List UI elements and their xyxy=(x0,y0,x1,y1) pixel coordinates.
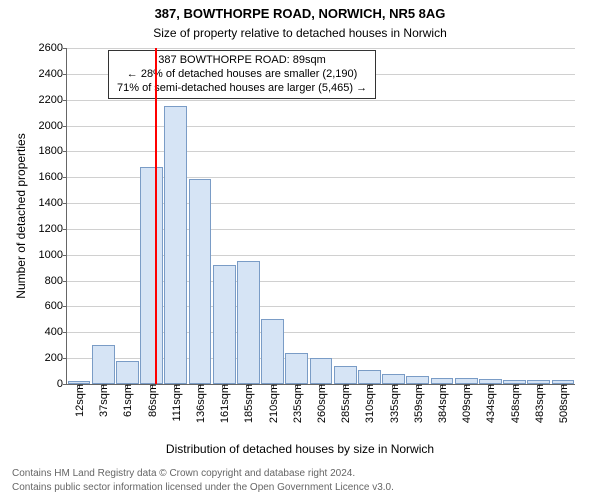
histogram-bar xyxy=(552,380,575,384)
y-tick-label: 1600 xyxy=(39,171,67,183)
histogram-bar xyxy=(92,345,115,384)
x-tick-label: 61sqm xyxy=(120,384,134,417)
histogram-bar xyxy=(237,261,260,384)
histogram-bar xyxy=(68,381,91,384)
chart-subtitle: Size of property relative to detached ho… xyxy=(0,26,600,40)
x-tick-label: 12sqm xyxy=(72,384,86,417)
histogram-bar xyxy=(479,379,502,384)
x-tick-label: 285sqm xyxy=(338,384,352,423)
x-tick-label: 37sqm xyxy=(96,384,110,417)
y-tick-label: 800 xyxy=(45,275,67,287)
x-axis-label: Distribution of detached houses by size … xyxy=(0,442,600,456)
x-tick-label: 185sqm xyxy=(241,384,255,423)
histogram-bar xyxy=(334,366,357,384)
histogram-bar xyxy=(189,179,212,384)
footer-line-2: Contains public sector information licen… xyxy=(12,482,394,493)
x-tick-label: 260sqm xyxy=(314,384,328,423)
histogram-bar xyxy=(431,378,454,384)
x-tick-label: 409sqm xyxy=(459,384,473,423)
x-tick-label: 458sqm xyxy=(508,384,522,423)
x-tick-label: 508sqm xyxy=(556,384,570,423)
x-tick-label: 111sqm xyxy=(169,384,183,422)
x-tick-label: 434sqm xyxy=(483,384,497,423)
x-tick-label: 235sqm xyxy=(290,384,304,423)
histogram-bar xyxy=(358,370,381,384)
x-tick-label: 359sqm xyxy=(411,384,425,423)
histogram-bar xyxy=(455,378,478,384)
histogram-bar xyxy=(213,265,236,384)
y-tick-label: 2000 xyxy=(39,120,67,132)
footer-line-1: Contains HM Land Registry data © Crown c… xyxy=(12,468,355,479)
gridline xyxy=(67,126,575,127)
x-tick-label: 86sqm xyxy=(145,384,159,417)
y-tick-label: 0 xyxy=(57,378,67,390)
y-axis-label: Number of detached properties xyxy=(14,48,28,384)
histogram-bar xyxy=(116,361,139,384)
chart-title: 387, BOWTHORPE ROAD, NORWICH, NR5 8AG xyxy=(0,6,600,21)
histogram-bar xyxy=(285,353,308,384)
y-tick-label: 400 xyxy=(45,326,67,338)
histogram-bar xyxy=(382,374,405,384)
histogram-bar xyxy=(406,376,429,384)
histogram-bar xyxy=(164,106,187,384)
y-tick-label: 1000 xyxy=(39,249,67,261)
histogram-bar xyxy=(140,167,163,384)
y-tick-label: 200 xyxy=(45,352,67,364)
gridline xyxy=(67,151,575,152)
property-marker-line xyxy=(155,48,157,384)
gridline xyxy=(67,48,575,49)
x-tick-label: 384sqm xyxy=(435,384,449,423)
y-tick-label: 1200 xyxy=(39,223,67,235)
x-tick-label: 210sqm xyxy=(266,384,280,423)
y-tick-label: 2600 xyxy=(39,42,67,54)
x-tick-label: 483sqm xyxy=(532,384,546,423)
y-tick-label: 1400 xyxy=(39,197,67,209)
gridline xyxy=(67,100,575,101)
histogram-bar xyxy=(527,380,550,384)
y-tick-label: 600 xyxy=(45,300,67,312)
x-tick-label: 161sqm xyxy=(217,384,231,423)
y-tick-label: 2200 xyxy=(39,94,67,106)
x-tick-label: 136sqm xyxy=(193,384,207,423)
histogram-bar xyxy=(503,380,526,384)
y-tick-label: 1800 xyxy=(39,145,67,157)
x-tick-label: 335sqm xyxy=(387,384,401,423)
chart-container: 387, BOWTHORPE ROAD, NORWICH, NR5 8AG Si… xyxy=(0,0,600,500)
x-tick-label: 310sqm xyxy=(362,384,376,423)
histogram-bar xyxy=(310,358,333,384)
annotation-box: 387 BOWTHORPE ROAD: 89sqm ← 28% of detac… xyxy=(108,50,376,99)
histogram-bar xyxy=(261,319,284,384)
y-tick-label: 2400 xyxy=(39,68,67,80)
